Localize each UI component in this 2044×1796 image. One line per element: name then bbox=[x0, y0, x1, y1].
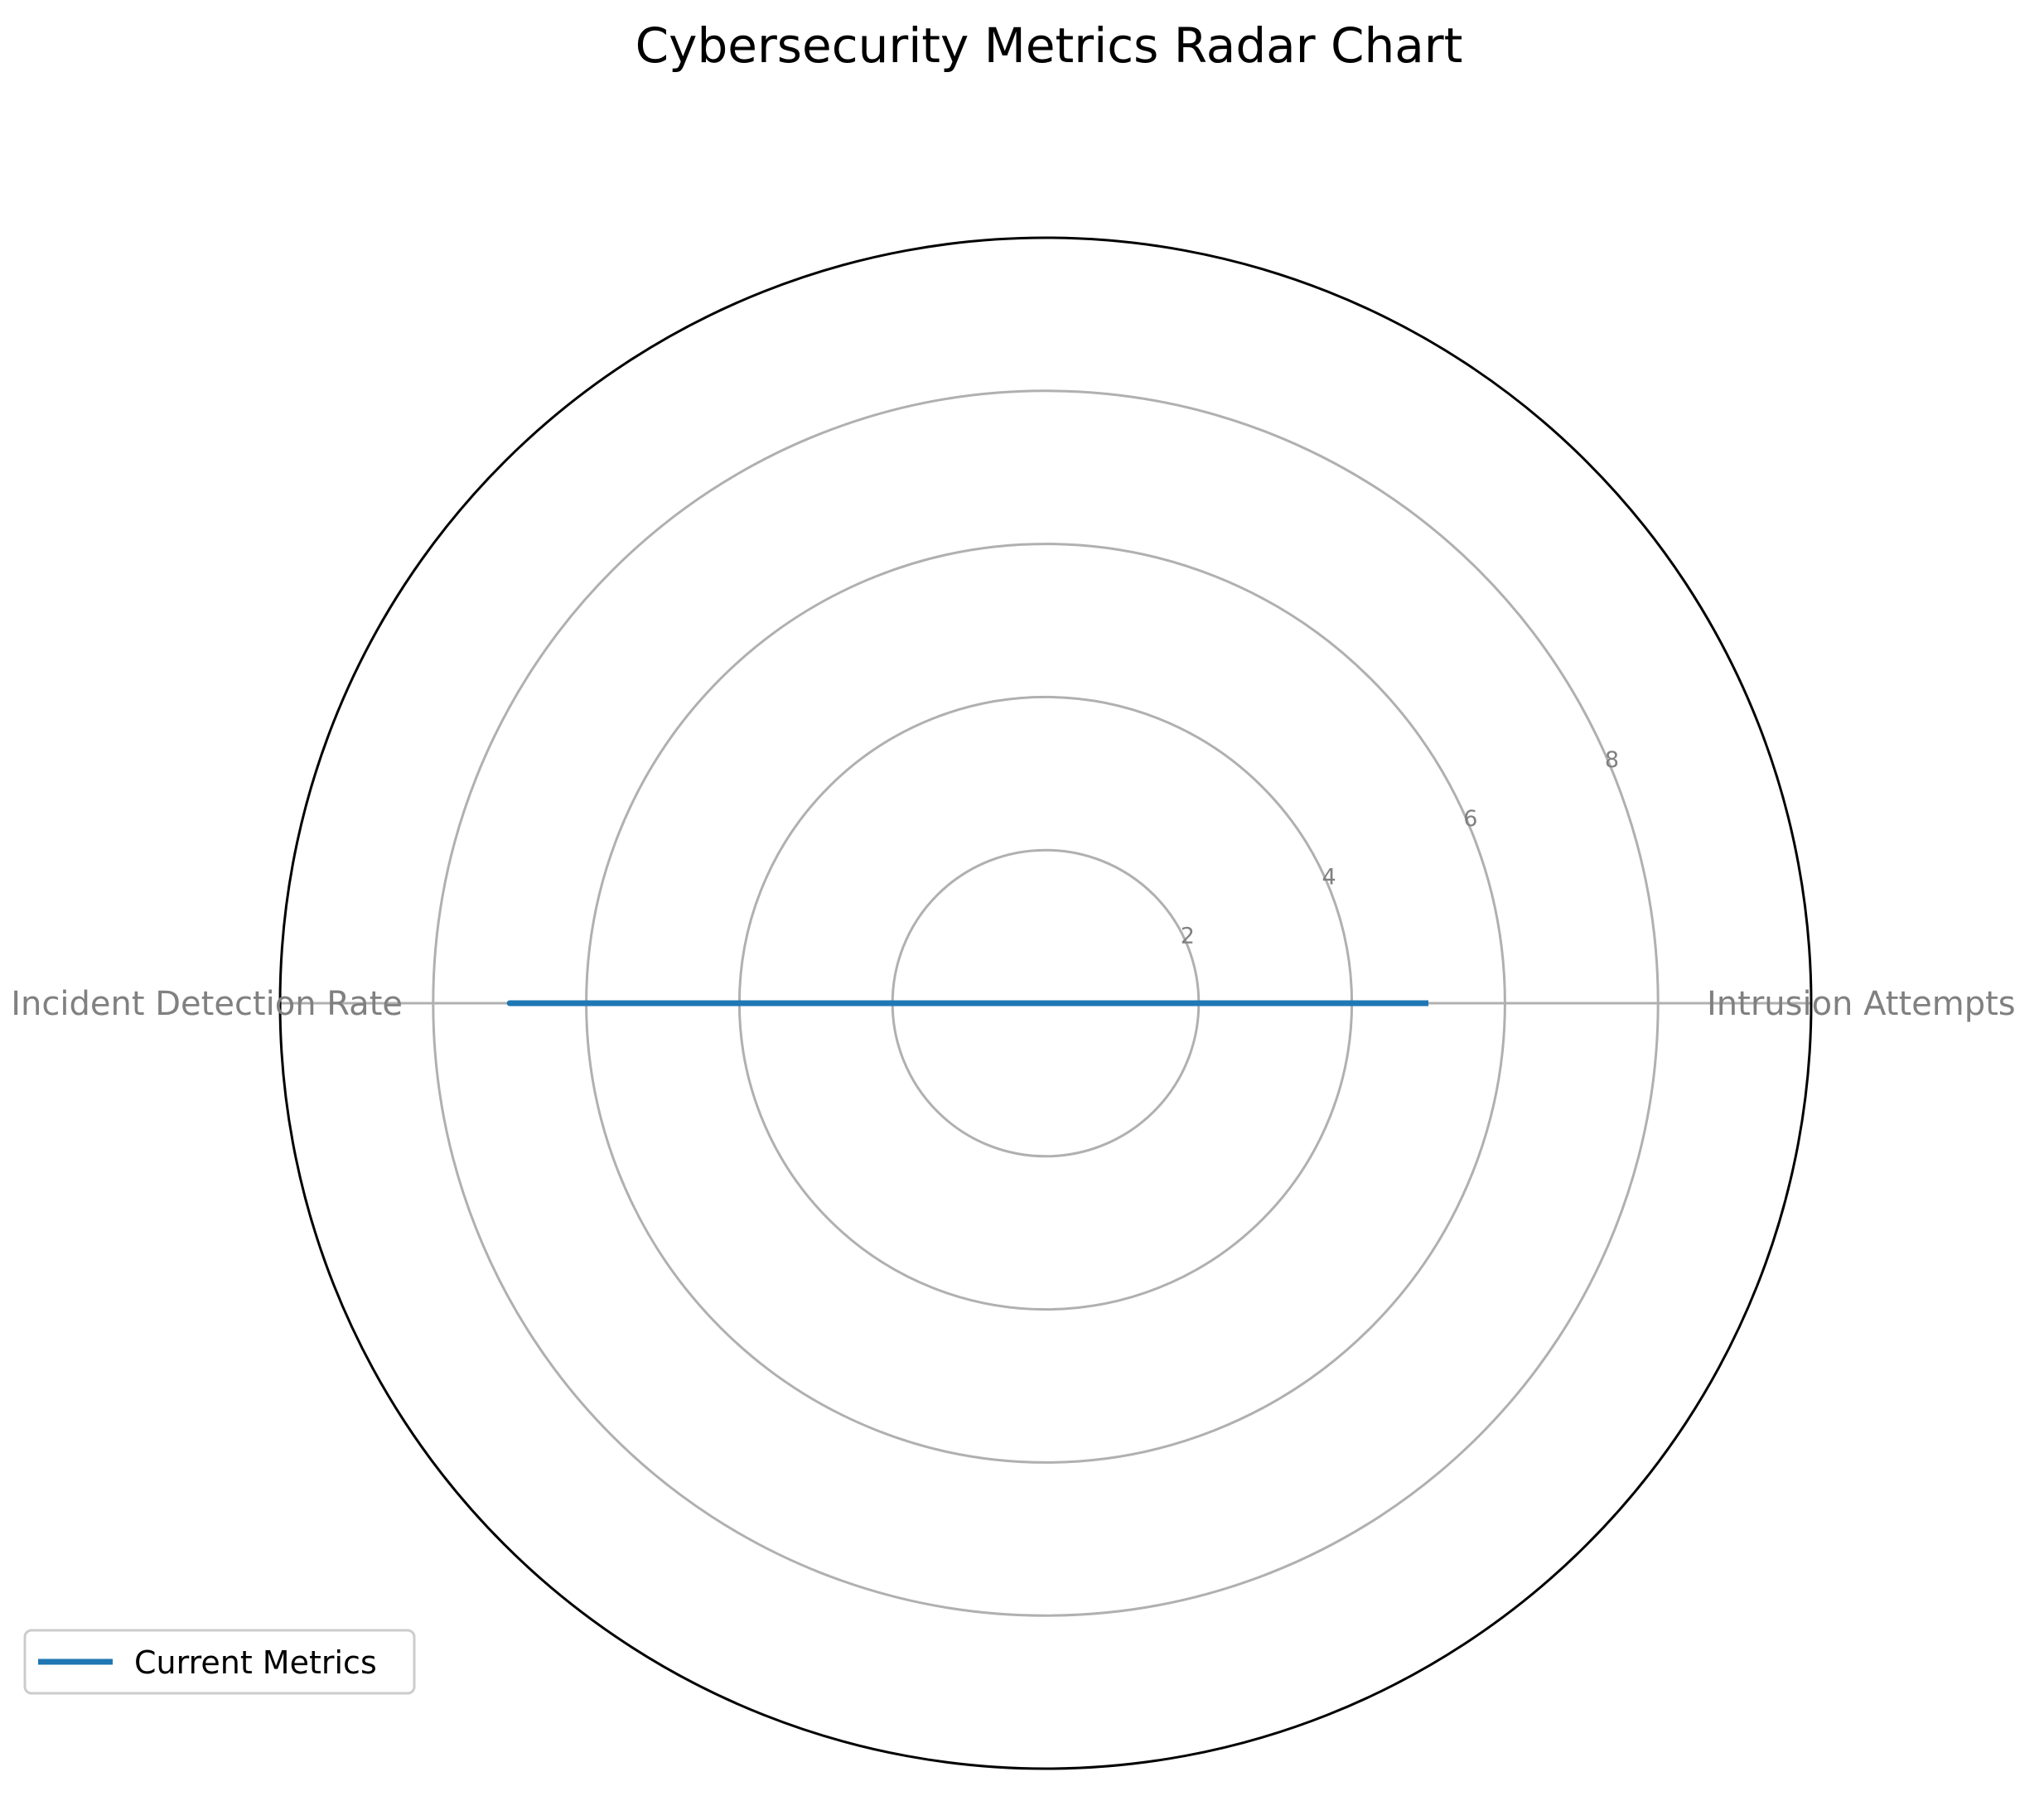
category-labels: Intrusion Attempts Incident Detection Rat… bbox=[11, 985, 2015, 1023]
legend: Current Metrics bbox=[23, 1629, 416, 1695]
radial-tick-label-8: 8 bbox=[1605, 747, 1619, 773]
category-label-1: Incident Detection Rate bbox=[11, 985, 403, 1023]
radial-tick-labels: 2 4 6 8 bbox=[1181, 747, 1619, 949]
polar-frame bbox=[278, 236, 1813, 1770]
outer-frame bbox=[278, 236, 1813, 1770]
radial-tick-label-2: 2 bbox=[1181, 923, 1195, 949]
chart-title: Cybersecurity Metrics Radar Chart bbox=[635, 17, 1463, 74]
category-label-0: Intrusion Attempts bbox=[1707, 985, 2016, 1023]
legend-box bbox=[23, 1629, 416, 1695]
radial-tick-label-6: 6 bbox=[1463, 806, 1477, 832]
legend-label-current-metrics: Current Metrics bbox=[134, 1644, 377, 1681]
radial-tick-label-4: 4 bbox=[1322, 865, 1336, 891]
